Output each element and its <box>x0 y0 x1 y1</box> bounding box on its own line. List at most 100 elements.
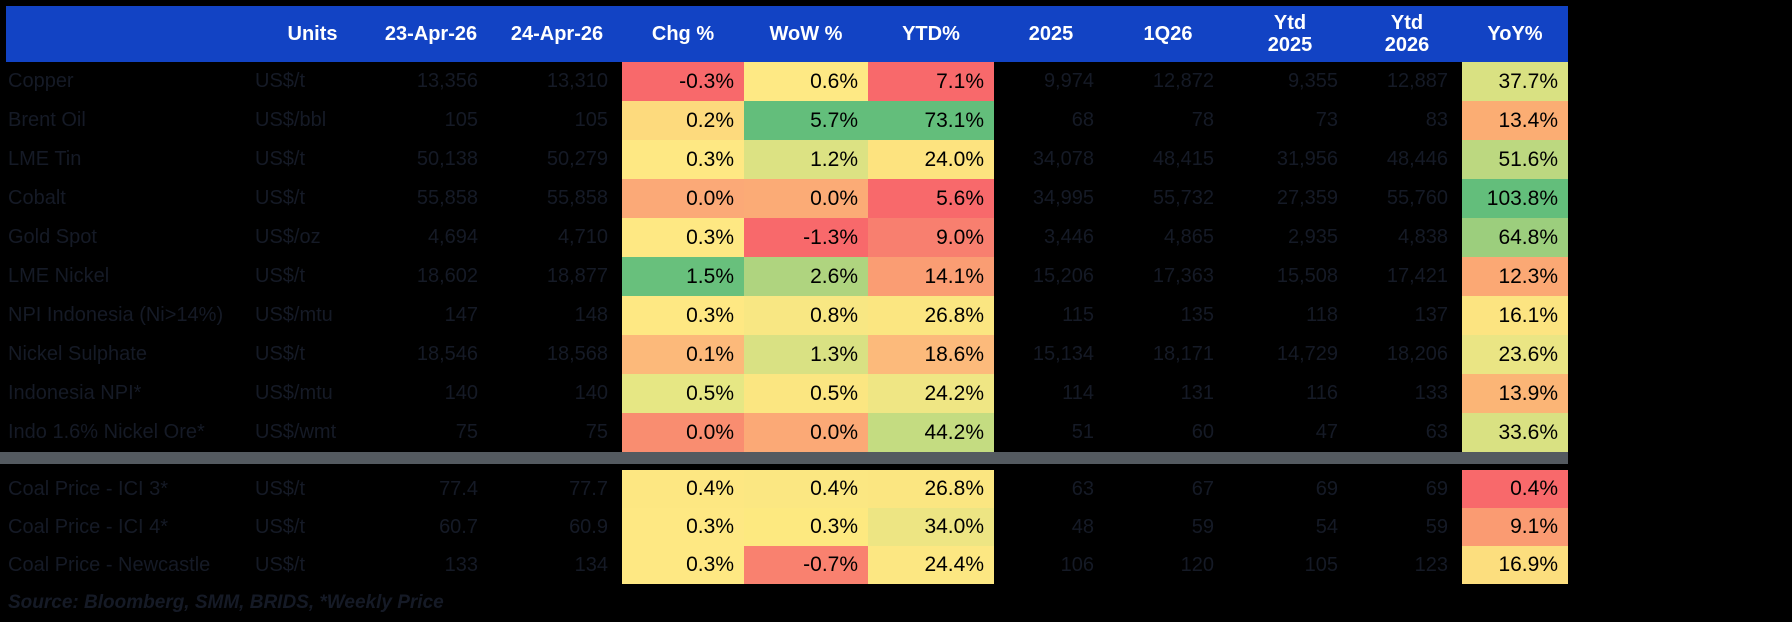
cell-apr23: 4,694 <box>427 226 478 248</box>
cell-y2025: 3,446 <box>1043 226 1094 248</box>
cell-ytd: 9.0% <box>868 218 994 257</box>
cell-chg: 0.1% <box>622 335 744 374</box>
table-row: Indonesia NPI* US$/mtu 140 140 0.5% 0.5% 24.2%… <box>0 374 1568 413</box>
cell-wow: 0.8% <box>744 296 868 335</box>
cell-name: Cobalt <box>8 187 66 209</box>
cell-ytd: 73.1% <box>868 101 994 140</box>
cell-chg: 0.0% <box>622 179 744 218</box>
cell-apr24: 140 <box>574 382 608 404</box>
cell-apr24: 75 <box>585 421 608 443</box>
cell-name: Gold Spot <box>8 226 97 248</box>
cell-name: LME Tin <box>8 148 82 170</box>
cell-name: LME Nickel <box>8 265 110 287</box>
header-cell-ytd: YTD% <box>902 22 960 45</box>
cell-units: US$/oz <box>255 226 321 248</box>
cell-yoy: 16.1% <box>1462 296 1568 335</box>
cell-ytd: 18.6% <box>868 335 994 374</box>
cell-apr23: 105 <box>444 109 478 131</box>
cell-chg: 0.3% <box>622 218 744 257</box>
cell-name: Nickel Sulphate <box>8 343 147 365</box>
cell-chg: 0.3% <box>622 296 744 335</box>
cell-apr23: 13,356 <box>416 70 478 92</box>
cell-ytd2025: 31,956 <box>1276 148 1338 170</box>
cell-wow: 0.6% <box>744 62 868 101</box>
cell-wow: 5.7% <box>744 101 868 140</box>
separator-bar <box>0 452 1568 464</box>
cell-units: US$/t <box>255 187 306 209</box>
cell-q126: 4,865 <box>1163 226 1214 248</box>
cell-ytd: 14.1% <box>868 257 994 296</box>
cell-q126: 131 <box>1180 382 1214 404</box>
cell-yoy: 64.8% <box>1462 218 1568 257</box>
cell-yoy: 103.8% <box>1462 179 1568 218</box>
cell-ytd2026: 137 <box>1414 304 1448 326</box>
commodity-price-table: Units 23-Apr-26 24-Apr-26 Chg % WoW % YTD% 202… <box>0 6 1792 622</box>
cell-q126: 48,415 <box>1152 148 1214 170</box>
source-note: Source: Bloomberg, SMM, BRIDS, *Weekly P… <box>8 592 444 613</box>
cell-q126: 67 <box>1191 477 1214 500</box>
cell-apr24: 134 <box>574 553 608 576</box>
cell-ytd2025: 105 <box>1304 553 1338 576</box>
cell-chg: 1.5% <box>622 257 744 296</box>
cell-units: US$/bbl <box>255 109 327 131</box>
cell-y2025: 114 <box>1062 382 1094 404</box>
cell-chg: -0.3% <box>622 62 744 101</box>
table-row: Brent Oil US$/bbl 105 105 0.2% 5.7% 73.1% 68 78 7… <box>0 101 1568 140</box>
header-cell-q126: 1Q26 <box>1143 22 1193 45</box>
cell-y2025: 34,078 <box>1032 148 1094 170</box>
table-row: LME Nickel US$/t 18,602 18,877 1.5% 2.6% 14.1%… <box>0 257 1568 296</box>
header-cell-wow: WoW % <box>769 22 843 45</box>
cell-chg: 0.2% <box>622 101 744 140</box>
cell-ytd2025: 14,729 <box>1276 343 1338 365</box>
cell-apr23: 18,602 <box>416 265 478 287</box>
cell-y2025: 15,206 <box>1032 265 1094 287</box>
table-row: Copper US$/t 13,356 13,310 -0.3% 0.6% 7.1% 9,97… <box>0 62 1568 101</box>
cell-wow: 0.0% <box>744 179 868 218</box>
cell-y2025: 9,974 <box>1043 70 1094 92</box>
cell-y2025: 68 <box>1071 109 1094 131</box>
table-row: LME Tin US$/t 50,138 50,279 0.3% 1.2% 24.0% 34,… <box>0 140 1568 179</box>
cell-ytd2026: 69 <box>1425 477 1448 500</box>
cell-y2025: 48 <box>1071 515 1094 538</box>
cell-ytd2025: 69 <box>1315 477 1338 500</box>
cell-q126: 17,363 <box>1152 265 1214 287</box>
cell-ytd2026: 123 <box>1414 553 1448 576</box>
cell-yoy: 23.6% <box>1462 335 1568 374</box>
cell-q126: 18,171 <box>1152 343 1214 365</box>
header-cell-yoy: YoY% <box>1487 22 1543 45</box>
cell-apr23: 77.4 <box>439 477 478 500</box>
cell-apr23: 50,138 <box>416 148 478 170</box>
cell-y2025: 34,995 <box>1032 187 1094 209</box>
cell-name: NPI Indonesia (Ni>14%) <box>8 304 224 326</box>
cell-units: US$/t <box>255 265 306 287</box>
cell-ytd2026: 63 <box>1425 421 1448 443</box>
cell-ytd: 7.1% <box>868 62 994 101</box>
cell-yoy: 12.3% <box>1462 257 1568 296</box>
cell-wow: 1.2% <box>744 140 868 179</box>
cell-name: Coal Price - ICI 4* <box>8 515 169 538</box>
table-row: Coal Price - ICI 4* US$/t 60.7 60.9 0.3% 0.3%… <box>0 508 1568 546</box>
table-row: Coal Price - Newcastle US$/t 133 134 0.3% -0.… <box>0 546 1568 584</box>
table-row: Nickel Sulphate US$/t 18,546 18,568 0.1% 1.3%… <box>0 335 1568 374</box>
table-row: Cobalt US$/t 55,858 55,858 0.0% 0.0% 5.6% 34,99… <box>0 179 1568 218</box>
table-row: Gold Spot US$/oz 4,694 4,710 0.3% -1.3% 9.0% 3,… <box>0 218 1568 257</box>
cell-units: US$/t <box>255 515 306 538</box>
header-cell-y2025: 2025 <box>1028 22 1074 45</box>
cell-apr24: 105 <box>574 109 608 131</box>
cell-name: Copper <box>8 70 74 92</box>
cell-q126: 12,872 <box>1152 70 1214 92</box>
cell-ytd2026: 59 <box>1425 515 1448 538</box>
header-cell-ytd2026: Ytd 2026 <box>1384 11 1430 56</box>
cell-units: US$/t <box>255 70 306 92</box>
cell-chg: 0.5% <box>622 374 744 413</box>
cell-wow: 0.0% <box>744 413 868 452</box>
cell-wow: 2.6% <box>744 257 868 296</box>
header-cell-apr24: 24-Apr-26 <box>510 22 604 45</box>
cell-ytd: 24.0% <box>868 140 994 179</box>
cell-yoy: 9.1% <box>1462 508 1568 546</box>
cell-units: US$/t <box>255 343 306 365</box>
header-cell-chg: Chg % <box>651 22 715 45</box>
cell-ytd2026: 48,446 <box>1386 148 1448 170</box>
cell-apr24: 50,279 <box>546 148 608 170</box>
cell-ytd2026: 55,760 <box>1386 187 1448 209</box>
